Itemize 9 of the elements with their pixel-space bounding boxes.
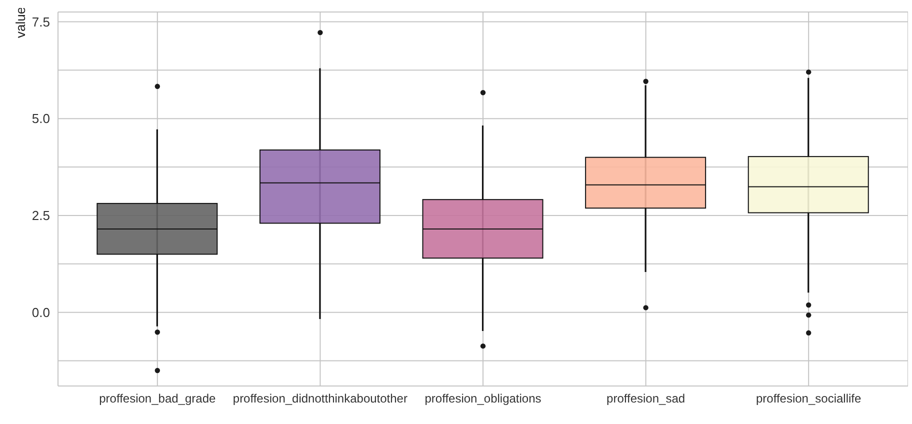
x-tick-label: proffesion_didnotthinkaboutother [232,392,408,406]
x-tick-label: proffesion_bad_grade [99,392,216,406]
y-tick-label: 0.0 [32,304,50,320]
y-tick-label: 5.0 [32,111,50,126]
x-tick-label: proffesion_sociallife [756,392,862,406]
y-tick-label: 2.5 [32,208,50,224]
x-tick-label: proffesion_obligations [424,392,542,406]
y-tick-label: 7.5 [32,14,50,30]
x-tick-label: proffesion_sad [606,392,686,406]
